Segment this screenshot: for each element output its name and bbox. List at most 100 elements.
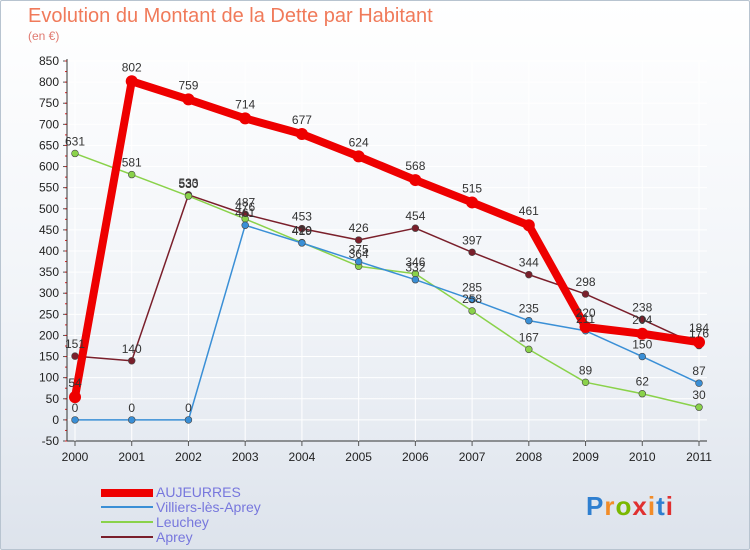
data-label: 89 bbox=[579, 363, 593, 377]
data-label: 0 bbox=[185, 401, 192, 415]
y-tick-label: 300 bbox=[39, 286, 59, 300]
data-label: 677 bbox=[292, 113, 312, 127]
logo-letter: i bbox=[665, 491, 674, 521]
data-point bbox=[71, 416, 79, 424]
data-point bbox=[239, 112, 252, 125]
data-label: 62 bbox=[636, 375, 650, 389]
data-label: 0 bbox=[72, 401, 79, 415]
data-label: 167 bbox=[519, 330, 539, 344]
logo-letter: P bbox=[586, 491, 605, 521]
data-label: 332 bbox=[405, 261, 425, 275]
legend-swatch bbox=[101, 489, 153, 497]
data-point bbox=[352, 150, 365, 163]
data-label: 802 bbox=[122, 60, 142, 74]
y-tick-label: 700 bbox=[39, 117, 59, 131]
x-tick-label: 2005 bbox=[345, 450, 372, 464]
data-point bbox=[468, 295, 476, 304]
data-label: 285 bbox=[462, 281, 482, 295]
data-label: 759 bbox=[178, 78, 198, 92]
logo-letter: x bbox=[632, 491, 648, 521]
data-label: 476 bbox=[235, 200, 255, 214]
data-label: 211 bbox=[576, 312, 595, 326]
data-point bbox=[298, 239, 306, 247]
data-point bbox=[295, 128, 308, 141]
y-tick-label: 150 bbox=[39, 350, 59, 364]
data-label: 364 bbox=[349, 247, 369, 261]
data-point bbox=[525, 316, 533, 325]
x-tick-label: 2003 bbox=[232, 450, 259, 464]
data-point bbox=[525, 345, 533, 354]
series-line bbox=[75, 224, 700, 421]
data-point bbox=[125, 75, 138, 88]
series-line bbox=[74, 152, 700, 408]
data-label: 397 bbox=[462, 233, 482, 247]
x-tick-label: 2002 bbox=[175, 450, 202, 464]
data-point bbox=[522, 219, 535, 232]
data-point bbox=[71, 149, 79, 158]
y-tick-label: 650 bbox=[39, 138, 59, 152]
x-tick-label: 2009 bbox=[572, 450, 599, 464]
y-tick-label: 450 bbox=[39, 223, 59, 237]
legend-swatch bbox=[101, 521, 153, 523]
y-tick-label: 550 bbox=[39, 181, 59, 195]
data-label: 454 bbox=[405, 209, 425, 223]
logo-letter: r bbox=[604, 491, 616, 521]
y-tick-label: 750 bbox=[39, 96, 59, 110]
y-tick-label: -50 bbox=[42, 434, 60, 448]
data-point bbox=[693, 336, 705, 349]
data-point bbox=[468, 307, 476, 315]
data-point bbox=[525, 270, 533, 279]
data-label: 515 bbox=[462, 181, 482, 195]
data-point bbox=[638, 315, 646, 324]
data-label: 461 bbox=[519, 204, 539, 218]
logo-letter: i bbox=[647, 491, 657, 521]
data-label: 631 bbox=[65, 134, 85, 148]
legend-label: AUJEURRES bbox=[156, 484, 241, 500]
data-label: 420 bbox=[292, 224, 312, 238]
data-label: 150 bbox=[632, 338, 652, 352]
data-label: 419 bbox=[292, 224, 312, 238]
data-label: 624 bbox=[349, 135, 369, 149]
data-point bbox=[581, 290, 590, 298]
y-tick-label: 850 bbox=[39, 54, 59, 68]
data-label: 54 bbox=[68, 376, 82, 390]
data-point bbox=[638, 352, 646, 361]
data-label: 487 bbox=[235, 195, 255, 209]
data-point bbox=[71, 352, 79, 360]
legend-label: Aprey bbox=[156, 529, 193, 545]
x-tick-label: 2004 bbox=[289, 450, 316, 464]
data-label: 204 bbox=[632, 313, 652, 327]
data-label: 176 bbox=[689, 327, 709, 341]
data-point bbox=[128, 416, 136, 424]
data-point bbox=[411, 276, 420, 284]
x-tick-label: 2008 bbox=[515, 450, 542, 464]
legend-swatch bbox=[101, 536, 153, 538]
data-point bbox=[298, 224, 306, 233]
legend-label: Leuchey bbox=[156, 514, 209, 530]
data-label: 298 bbox=[576, 275, 596, 289]
chart-title: Evolution du Montant de la Dette par Hab… bbox=[28, 5, 433, 27]
x-tick-label: 2010 bbox=[629, 450, 656, 464]
data-point bbox=[468, 248, 476, 256]
logo-letter: o bbox=[615, 491, 633, 521]
x-tick-label: 2001 bbox=[118, 450, 145, 464]
y-tick-label: 500 bbox=[39, 202, 59, 216]
x-tick-label: 2011 bbox=[686, 450, 712, 464]
data-point bbox=[182, 93, 195, 106]
data-label: 426 bbox=[349, 221, 369, 235]
data-point bbox=[411, 224, 420, 232]
data-label: 346 bbox=[405, 255, 425, 269]
data-label: 140 bbox=[122, 342, 142, 356]
data-point bbox=[354, 257, 363, 266]
y-tick-label: 100 bbox=[39, 371, 59, 385]
data-point bbox=[69, 391, 81, 404]
data-point bbox=[354, 236, 363, 244]
data-label: 581 bbox=[122, 156, 142, 170]
data-label: 238 bbox=[632, 300, 652, 314]
x-tick-label: 2007 bbox=[459, 450, 486, 464]
y-tick-label: 0 bbox=[52, 413, 59, 427]
y-tick-label: 350 bbox=[39, 265, 59, 279]
data-label: 375 bbox=[349, 243, 369, 257]
